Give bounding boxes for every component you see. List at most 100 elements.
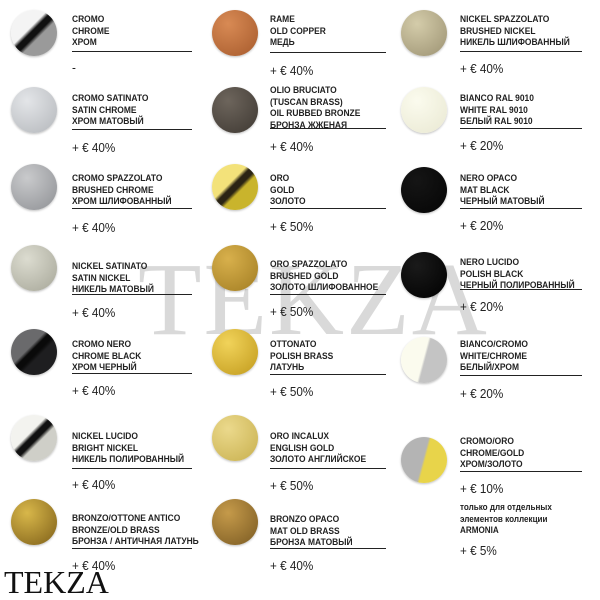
divider xyxy=(72,468,192,469)
divider xyxy=(72,208,192,209)
divider xyxy=(270,374,386,375)
finish-name-line: ХРОМ xyxy=(72,36,97,48)
divider xyxy=(72,373,192,374)
finish-name-line: ЗОЛОТО АНГЛИЙСКОЕ xyxy=(270,453,367,465)
finish-swatch xyxy=(11,499,57,545)
finish-name-line: NERO OPACO xyxy=(460,172,518,183)
finish-swatch xyxy=(212,499,258,545)
finish-name-line: BIANCO RAL 9010 xyxy=(460,92,534,103)
finish-name-line: ORO SPAZZOLATO xyxy=(270,258,348,269)
divider xyxy=(270,208,386,209)
finish-swatch xyxy=(212,329,258,375)
finish-price: + € 50% xyxy=(270,478,314,493)
finish-swatch xyxy=(11,10,57,56)
divider xyxy=(270,128,386,129)
finish-name-line: CROMO SATINATO xyxy=(72,92,149,103)
finish-name-line: WHITE/CHROME xyxy=(460,349,528,361)
finish-name-line: OLIO BRUCIATO xyxy=(270,84,337,95)
finish-swatch xyxy=(401,10,447,56)
finish-label: RAME OLD COPPER МЕДЬ xyxy=(270,13,326,48)
note-line: элементов коллекции xyxy=(460,513,548,524)
finish-name-line: CHROME BLACK xyxy=(72,349,142,361)
finish-name-line: POLISH BLACK xyxy=(460,267,524,279)
divider xyxy=(460,51,582,52)
finish-price: + € 40% xyxy=(72,140,116,155)
divider xyxy=(460,471,582,472)
finish-price: + € 40% xyxy=(72,220,116,235)
finish-name-line: SATIN NICKEL xyxy=(72,271,131,283)
finish-name-line: НИКЕЛЬ ПОЛИРОВАННЫЙ xyxy=(72,453,185,465)
finish-price: - xyxy=(72,60,76,75)
note-line: ARMONIA xyxy=(460,525,499,535)
finish-price: + € 50% xyxy=(270,304,314,319)
finish-name-line: БРОНЗА МАТОВЫЙ xyxy=(270,536,353,548)
finish-swatch xyxy=(11,415,57,461)
finish-swatch xyxy=(212,164,258,210)
divider xyxy=(72,51,192,52)
finish-price: + € 50% xyxy=(270,384,314,399)
finish-name-line: NICKEL LUCIDO xyxy=(72,430,138,441)
finish-price: + € 40% xyxy=(460,61,504,76)
finish-price: + € 20% xyxy=(460,218,504,233)
finish-name-line: BRUSHED NICKEL xyxy=(460,24,536,36)
finish-name-line: OIL RUBBED BRONZE xyxy=(270,107,361,119)
finish-name-line: НИКЕЛЬ МАТОВЫЙ xyxy=(72,283,154,295)
finish-name-line: ЗОЛОТО ШЛИФОВАННОЕ xyxy=(270,281,379,293)
finish-name-line: БРОНЗА ЖЖЕНАЯ xyxy=(270,118,348,130)
divider xyxy=(270,548,386,549)
divider xyxy=(270,468,386,469)
finish-name-line: BIANCO/CROMO xyxy=(460,338,528,349)
finish-name-line: ХРОМ ШЛИФОВАННЫЙ xyxy=(72,195,172,207)
finish-name-line: BRUSHED GOLD xyxy=(270,269,339,281)
note-line: только для отдельных xyxy=(460,502,552,512)
finish-swatch xyxy=(401,167,447,213)
finish-swatch xyxy=(212,10,258,56)
finish-label: BIANCO RAL 9010 WHITE RAL 9010 БЕЛЫЙ RAL 9… xyxy=(460,92,534,127)
finish-name-line: NICKEL SATINATO xyxy=(72,260,148,271)
finish-price: + € 10% xyxy=(460,481,504,496)
finish-price: + € 20% xyxy=(460,138,504,153)
finish-price: + € 20% xyxy=(460,386,504,401)
finish-price: + € 20% xyxy=(460,299,504,314)
finish-name-line: OTTONATO xyxy=(270,338,317,349)
finish-name-line: (TUSCAN BRASS) xyxy=(270,95,343,107)
finish-name-line: OLD COPPER xyxy=(270,24,326,36)
finish-name-line: ХРОМ ЧЕРНЫЙ xyxy=(72,361,137,373)
finish-label: NICKEL SATINATO SATIN NICKEL НИКЕЛЬ МАТОВЫ… xyxy=(72,260,154,295)
finish-swatch xyxy=(401,252,447,298)
finish-name-line: CROMO/ORO xyxy=(460,435,514,446)
finish-name-line: ЧЕРНЫЙ МАТОВЫЙ xyxy=(460,195,545,207)
divider xyxy=(460,128,582,129)
finish-name-line: BRONZO OPACO xyxy=(270,513,340,524)
finish-price: + € 40% xyxy=(270,139,314,154)
finish-price: + € 40% xyxy=(72,477,116,492)
finish-swatch xyxy=(212,245,258,291)
finish-swatch xyxy=(11,164,57,210)
finish-label: OTTONATO POLISH BRASS ЛАТУНЬ xyxy=(270,338,333,373)
finish-swatch xyxy=(11,329,57,375)
finish-name-line: MAT BLACK xyxy=(460,183,510,195)
divider xyxy=(270,52,386,53)
finish-name-line: NICKEL SPAZZOLATO xyxy=(460,13,550,24)
finish-swatch xyxy=(11,245,57,291)
finish-label: CROMO SPAZZOLATO BRUSHED CHROME ХРОМ ШЛИФО… xyxy=(72,172,172,207)
finish-label: CROMO CHROME ХРОМ xyxy=(72,13,110,48)
finish-label: ORO GOLD ЗОЛОТО xyxy=(270,172,306,207)
finish-name-line: CROMO SPAZZOLATO xyxy=(72,172,163,183)
tekza-logo: TEKZA xyxy=(4,564,109,600)
finish-swatch xyxy=(11,87,57,133)
finish-name-line: CHROME/GOLD xyxy=(460,446,525,458)
divider xyxy=(72,129,192,130)
finish-swatch xyxy=(212,415,258,461)
finish-name-line: CROMO xyxy=(72,13,105,24)
finish-price: + € 40% xyxy=(72,305,116,320)
finish-name-line: ХРОМ/ЗОЛОТО xyxy=(460,458,523,470)
finish-price: + € 40% xyxy=(72,558,116,573)
finish-label: CROMO/ORO CHROME/GOLD ХРОМ/ЗОЛОТО xyxy=(460,435,524,470)
divider xyxy=(72,548,192,549)
finish-name-line: ORO xyxy=(270,172,290,183)
finish-label: CROMO SATINATO SATIN CHROME ХРОМ МАТОВЫЙ xyxy=(72,92,148,127)
finish-label: NICKEL SPAZZOLATO BRUSHED NICKEL НИКЕЛЬ ШЛ… xyxy=(460,13,570,48)
finish-label: NERO OPACO MAT BLACK ЧЕРНЫЙ МАТОВЫЙ xyxy=(460,172,545,207)
divider xyxy=(270,294,386,295)
